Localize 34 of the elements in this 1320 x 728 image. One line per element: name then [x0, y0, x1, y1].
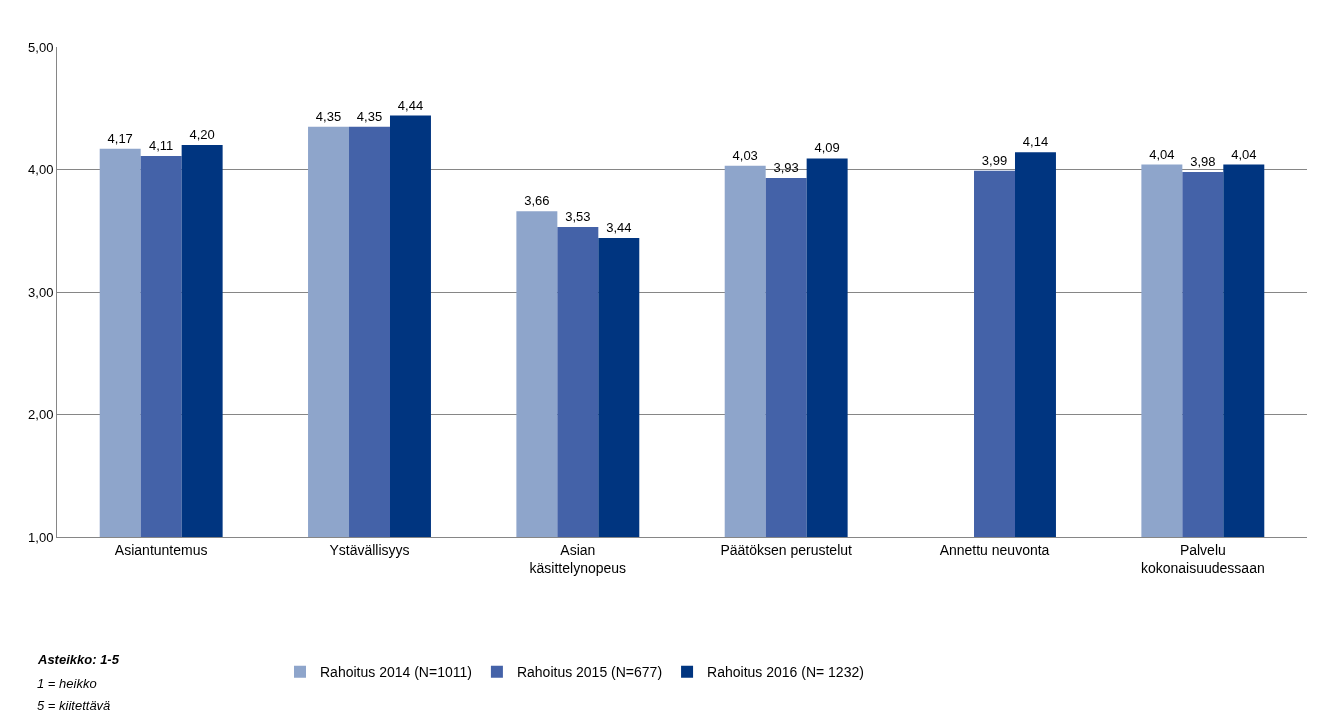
text: 1 = heikko [37, 676, 97, 691]
x-tick-label: Asiantuntemus [114, 541, 208, 558]
data-label: 3,53 [565, 209, 591, 225]
data-label: 4,04 [1231, 146, 1257, 162]
data-label: 4,03 [732, 147, 758, 163]
data-label: 3,98 [1190, 153, 1216, 169]
x-tick-label: Asian käsittelynopeus [529, 541, 627, 576]
data-label: 3,44 [606, 220, 632, 236]
x-tick-label: Annettu neuvonta [939, 541, 1050, 558]
data-label: 4,09 [814, 140, 840, 156]
x-tick-label: Päätöksen perustelut [720, 541, 853, 558]
legend-label: Rahoitus 2015 (N=677) [516, 664, 663, 681]
data-label: 4,04 [1149, 146, 1175, 162]
data-label: 3,66 [524, 193, 550, 209]
data-label: 4,35 [315, 108, 342, 124]
data-label: 4,20 [189, 127, 215, 142]
y-tick-label: 4,00 [28, 162, 54, 178]
x-tick-label: Palvelu kokonaisuudessaan [1140, 541, 1265, 576]
data-label: 4,35 [356, 108, 383, 124]
text: 5 = kiitettävä [37, 698, 111, 713]
y-tick-label: 3,00 [28, 284, 54, 300]
data-label: 4,44 [397, 97, 424, 113]
legend-label: Rahoitus 2016 (N= 1232) [707, 664, 864, 681]
data-label: 4,11 [148, 138, 174, 154]
data-label: 3,99 [981, 152, 1008, 168]
text: Asteikko: 1-5 [37, 652, 120, 667]
data-label: 4,17 [107, 130, 133, 146]
data-label: 3,93 [773, 160, 799, 176]
x-tick-label: Ystävällisyys [329, 541, 410, 558]
y-tick-label: 5,00 [28, 39, 54, 55]
y-tick-label: 1,00 [28, 529, 54, 545]
legend-label: Rahoitus 2014 (N=1011) [320, 664, 472, 681]
data-label: 4,14 [1022, 134, 1049, 150]
y-tick-label: 2,00 [28, 407, 54, 423]
